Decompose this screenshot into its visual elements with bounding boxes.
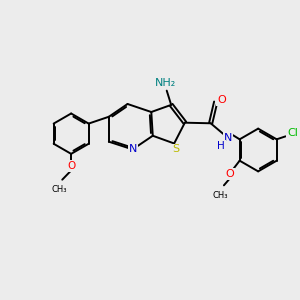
Text: S: S (172, 144, 179, 154)
Text: CH₃: CH₃ (52, 185, 67, 194)
Text: O: O (217, 95, 226, 105)
Text: H: H (217, 141, 225, 151)
Text: O: O (226, 169, 234, 179)
Text: N: N (224, 133, 232, 143)
Text: CH₃: CH₃ (213, 191, 228, 200)
Text: N: N (128, 144, 137, 154)
Text: Cl: Cl (287, 128, 298, 138)
Text: NH₂: NH₂ (154, 78, 176, 88)
Text: O: O (67, 161, 75, 171)
